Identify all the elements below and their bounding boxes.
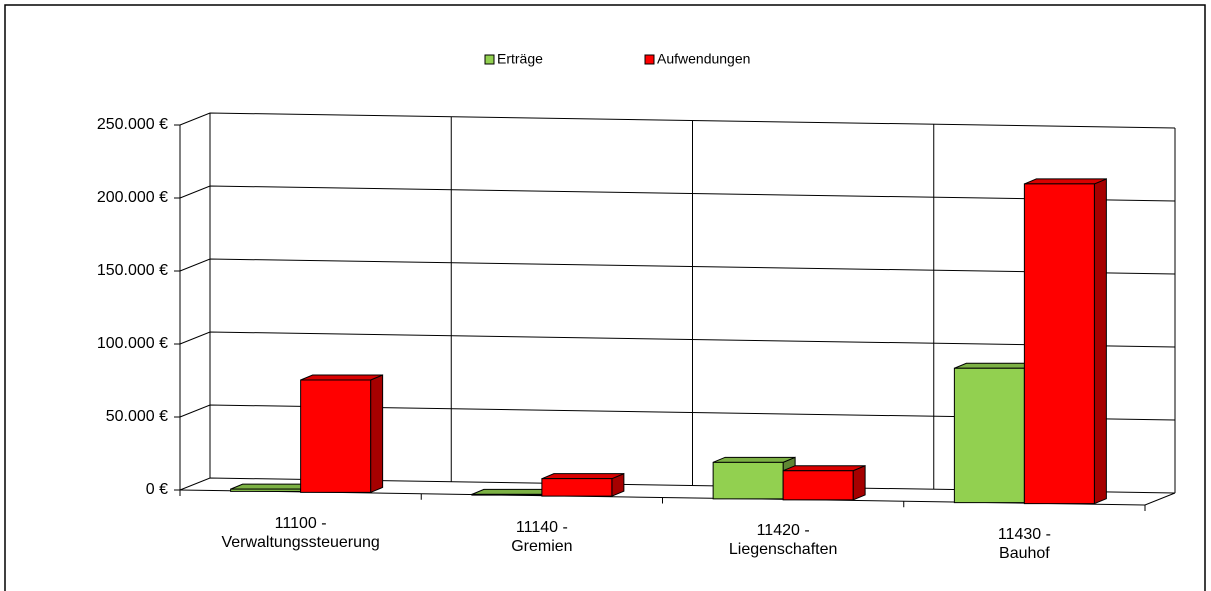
bar-front <box>1023 183 1095 505</box>
x-tick-label: 11430 - Bauhof <box>997 526 1051 563</box>
grid-line <box>179 404 1176 421</box>
bar-top <box>712 456 796 463</box>
y-tick-label: 100.000 € <box>97 335 168 352</box>
y-tick-label: 0 € <box>146 481 168 498</box>
grid-line <box>179 331 1176 348</box>
bar-front <box>230 488 302 492</box>
x-tick-label: 11140 - Gremien <box>511 518 573 555</box>
legend-label: Aufwendungen <box>657 51 750 67</box>
bar <box>300 374 384 494</box>
y-tick-label: 250.000 € <box>97 116 168 133</box>
bar-side <box>370 374 384 494</box>
y-tick-label: 200.000 € <box>97 189 168 206</box>
bar <box>1023 178 1107 505</box>
bar-top <box>782 465 866 472</box>
legend-label: Erträge <box>497 51 543 67</box>
bar-front <box>953 367 1025 504</box>
bar-front <box>471 493 543 496</box>
bar-side <box>852 464 866 501</box>
y-tick-label: 50.000 € <box>106 408 168 425</box>
bar-top <box>1024 178 1107 185</box>
x-tick-label: 11420 - Liegenschaften <box>728 522 838 559</box>
grid-line <box>179 112 1176 129</box>
bar-front <box>712 461 784 500</box>
bar-front <box>782 470 854 501</box>
bar-top <box>300 374 383 381</box>
grid-line <box>179 258 1176 275</box>
bar-side <box>1093 178 1107 505</box>
y-tick-label: 150.000 € <box>97 262 168 279</box>
bar <box>782 464 866 501</box>
legend-swatch <box>484 54 495 65</box>
bar-front <box>300 379 372 493</box>
legend-swatch <box>644 54 655 65</box>
bar-front <box>541 478 613 497</box>
bar-top <box>541 473 625 480</box>
bar <box>541 472 625 497</box>
x-tick-label: 11100 - Verwaltungssteuerung <box>221 514 380 551</box>
grid-line <box>179 185 1176 202</box>
